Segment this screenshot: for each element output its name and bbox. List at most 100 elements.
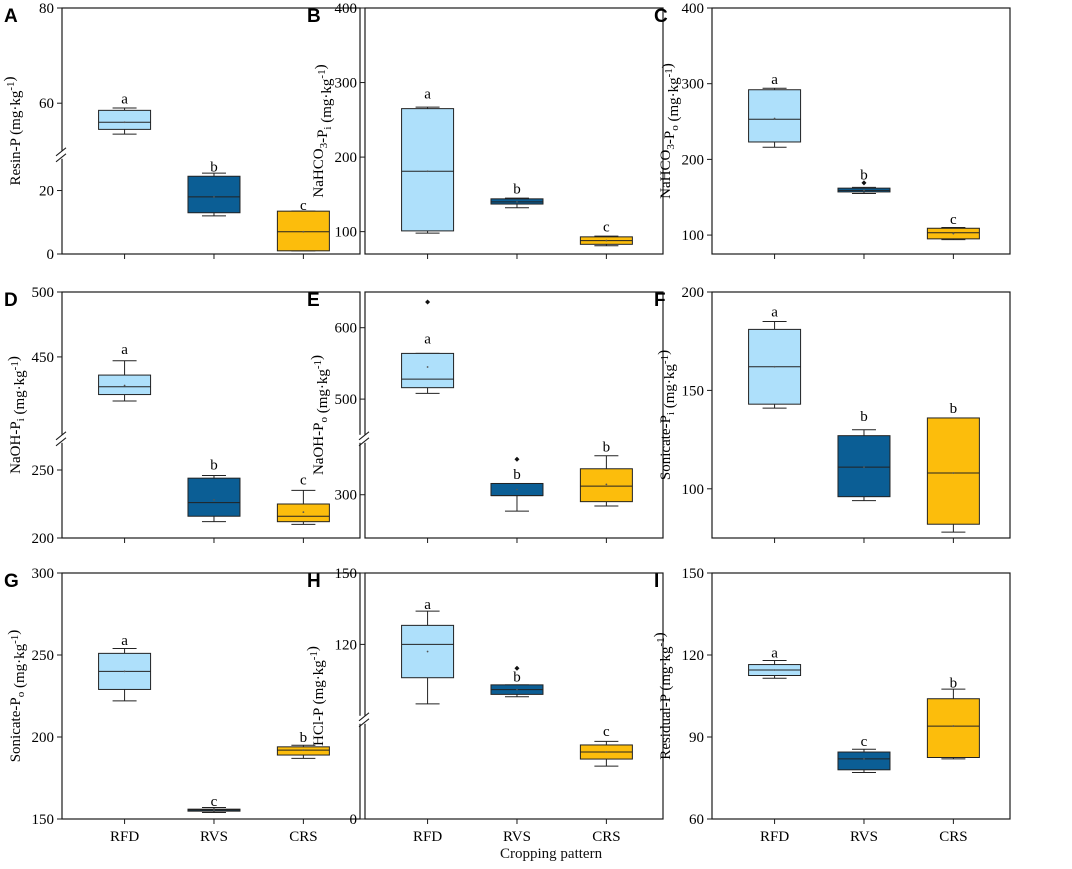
x-category-label: RVS xyxy=(503,829,531,845)
mean-marker xyxy=(516,200,518,203)
y-tick-label: 400 xyxy=(682,1,705,17)
box-RVS xyxy=(837,435,891,498)
mean-marker xyxy=(952,472,955,474)
y-tick-label: 600 xyxy=(335,321,358,337)
y-tick-label: 80 xyxy=(39,1,54,17)
significance-letter: b xyxy=(300,730,308,746)
y-axis-label-I: Residual-P (mg·kg-1) xyxy=(652,632,674,759)
y-tick-label: 100 xyxy=(682,482,705,498)
axis-break-mark xyxy=(55,431,67,441)
mean-marker xyxy=(123,670,126,673)
box-RFD xyxy=(401,108,455,232)
panel-label-H: H xyxy=(307,571,321,592)
axis-break-mark xyxy=(55,153,67,163)
significance-letter: b xyxy=(210,160,218,176)
box-CRS xyxy=(926,698,980,759)
significance-letter: b xyxy=(513,467,521,483)
panel-label-G: G xyxy=(4,571,19,592)
axis-break-mask xyxy=(359,715,371,724)
significance-letter: a xyxy=(121,342,128,358)
axis-break-mark xyxy=(358,437,370,447)
significance-letter: a xyxy=(771,72,778,88)
y-tick-label: 200 xyxy=(335,150,358,166)
box-CRS xyxy=(926,417,980,525)
panel-label-A: A xyxy=(4,6,18,27)
mean-marker xyxy=(516,688,518,691)
axis-break-mark xyxy=(358,431,370,441)
panel-I: I 60 90 120 150 Residual-P (mg·kg-1) a c b RFD RVS… xyxy=(652,566,1011,845)
y-tick-label: 120 xyxy=(335,637,358,653)
y-tick-label: 20 xyxy=(39,184,54,200)
y-axis-label-F: Sonicate-Pi (mg·kg-1) xyxy=(656,350,678,480)
y-tick-label: 100 xyxy=(682,228,705,244)
mean-marker xyxy=(426,170,429,173)
outlier-marker xyxy=(861,180,867,186)
significance-letter: a xyxy=(121,633,128,649)
mean-marker xyxy=(773,669,776,671)
box-RVS xyxy=(187,175,241,214)
panel-label-B: B xyxy=(307,6,321,27)
plot-frame xyxy=(61,291,361,539)
significance-letter: a xyxy=(771,305,778,321)
significance-letter: b xyxy=(513,181,521,197)
plot-frame xyxy=(711,572,1011,820)
mean-marker xyxy=(426,650,429,653)
significance-letter: a xyxy=(424,597,431,613)
y-tick-label: 250 xyxy=(32,648,55,664)
significance-letter: b xyxy=(950,401,958,417)
plot-frame xyxy=(364,7,664,255)
axis-break-mask xyxy=(359,434,371,443)
mean-marker xyxy=(863,189,865,192)
axis-break-mark xyxy=(358,712,370,722)
y-axis-label-D: NaOH-Pi (mg·kg-1) xyxy=(6,356,28,474)
x-category-label: RVS xyxy=(200,829,228,845)
y-tick-label: 150 xyxy=(335,566,358,582)
plot-frame xyxy=(711,7,1011,255)
panel-label-F: F xyxy=(654,290,666,311)
mean-marker xyxy=(213,809,215,811)
y-tick-label: 250 xyxy=(32,463,55,479)
plot-frame xyxy=(61,7,361,255)
box-RFD xyxy=(748,89,802,143)
mean-marker xyxy=(302,749,305,752)
y-axis-label-H: HCl-P (mg·kg-1) xyxy=(305,646,327,746)
significance-letter: b xyxy=(950,675,958,691)
mean-marker xyxy=(773,365,776,368)
significance-letter: b xyxy=(860,409,868,425)
y-tick-label: 500 xyxy=(32,285,55,301)
plot-frame xyxy=(364,572,664,820)
y-tick-label: 60 xyxy=(39,96,54,112)
significance-letter: c xyxy=(950,212,957,228)
y-tick-label: 300 xyxy=(32,566,55,582)
mean-marker xyxy=(123,121,126,124)
panel-C: C 100 200 300 400 NaHCO3-Po (mg·kg-1) a b c xyxy=(654,1,1011,259)
y-tick-label: 120 xyxy=(682,648,705,664)
panel-A: A 0 20 60 80 Resin-P (mg·kg-1) a b c xyxy=(2,1,361,263)
mean-marker xyxy=(605,751,608,753)
mean-marker xyxy=(863,466,865,469)
y-tick-label: 500 xyxy=(335,392,358,408)
y-tick-label: 100 xyxy=(335,225,358,241)
x-category-label: RFD xyxy=(413,829,442,845)
mean-marker xyxy=(773,117,776,120)
outlier-marker xyxy=(514,456,520,462)
y-axis-label-C: NaHCO3-Po (mg·kg-1) xyxy=(658,63,682,199)
mean-marker xyxy=(863,757,865,760)
significance-letter: b xyxy=(603,439,611,455)
outlier-marker xyxy=(425,299,431,305)
y-tick-label: 90 xyxy=(689,730,704,746)
x-category-label: CRS xyxy=(289,829,317,845)
x-category-label: CRS xyxy=(939,829,967,845)
significance-letter: c xyxy=(861,734,868,750)
y-tick-label: 60 xyxy=(689,812,704,828)
panel-label-D: D xyxy=(4,290,18,311)
significance-letter: c xyxy=(211,794,218,810)
significance-letter: c xyxy=(300,473,307,489)
plot-frame xyxy=(711,291,1011,539)
mean-marker xyxy=(302,230,305,233)
panel-label-C: C xyxy=(654,6,668,27)
axis-break-mark xyxy=(358,718,370,728)
panel-label-E: E xyxy=(307,290,320,311)
significance-letter: c xyxy=(603,724,610,740)
mean-marker xyxy=(213,499,215,501)
